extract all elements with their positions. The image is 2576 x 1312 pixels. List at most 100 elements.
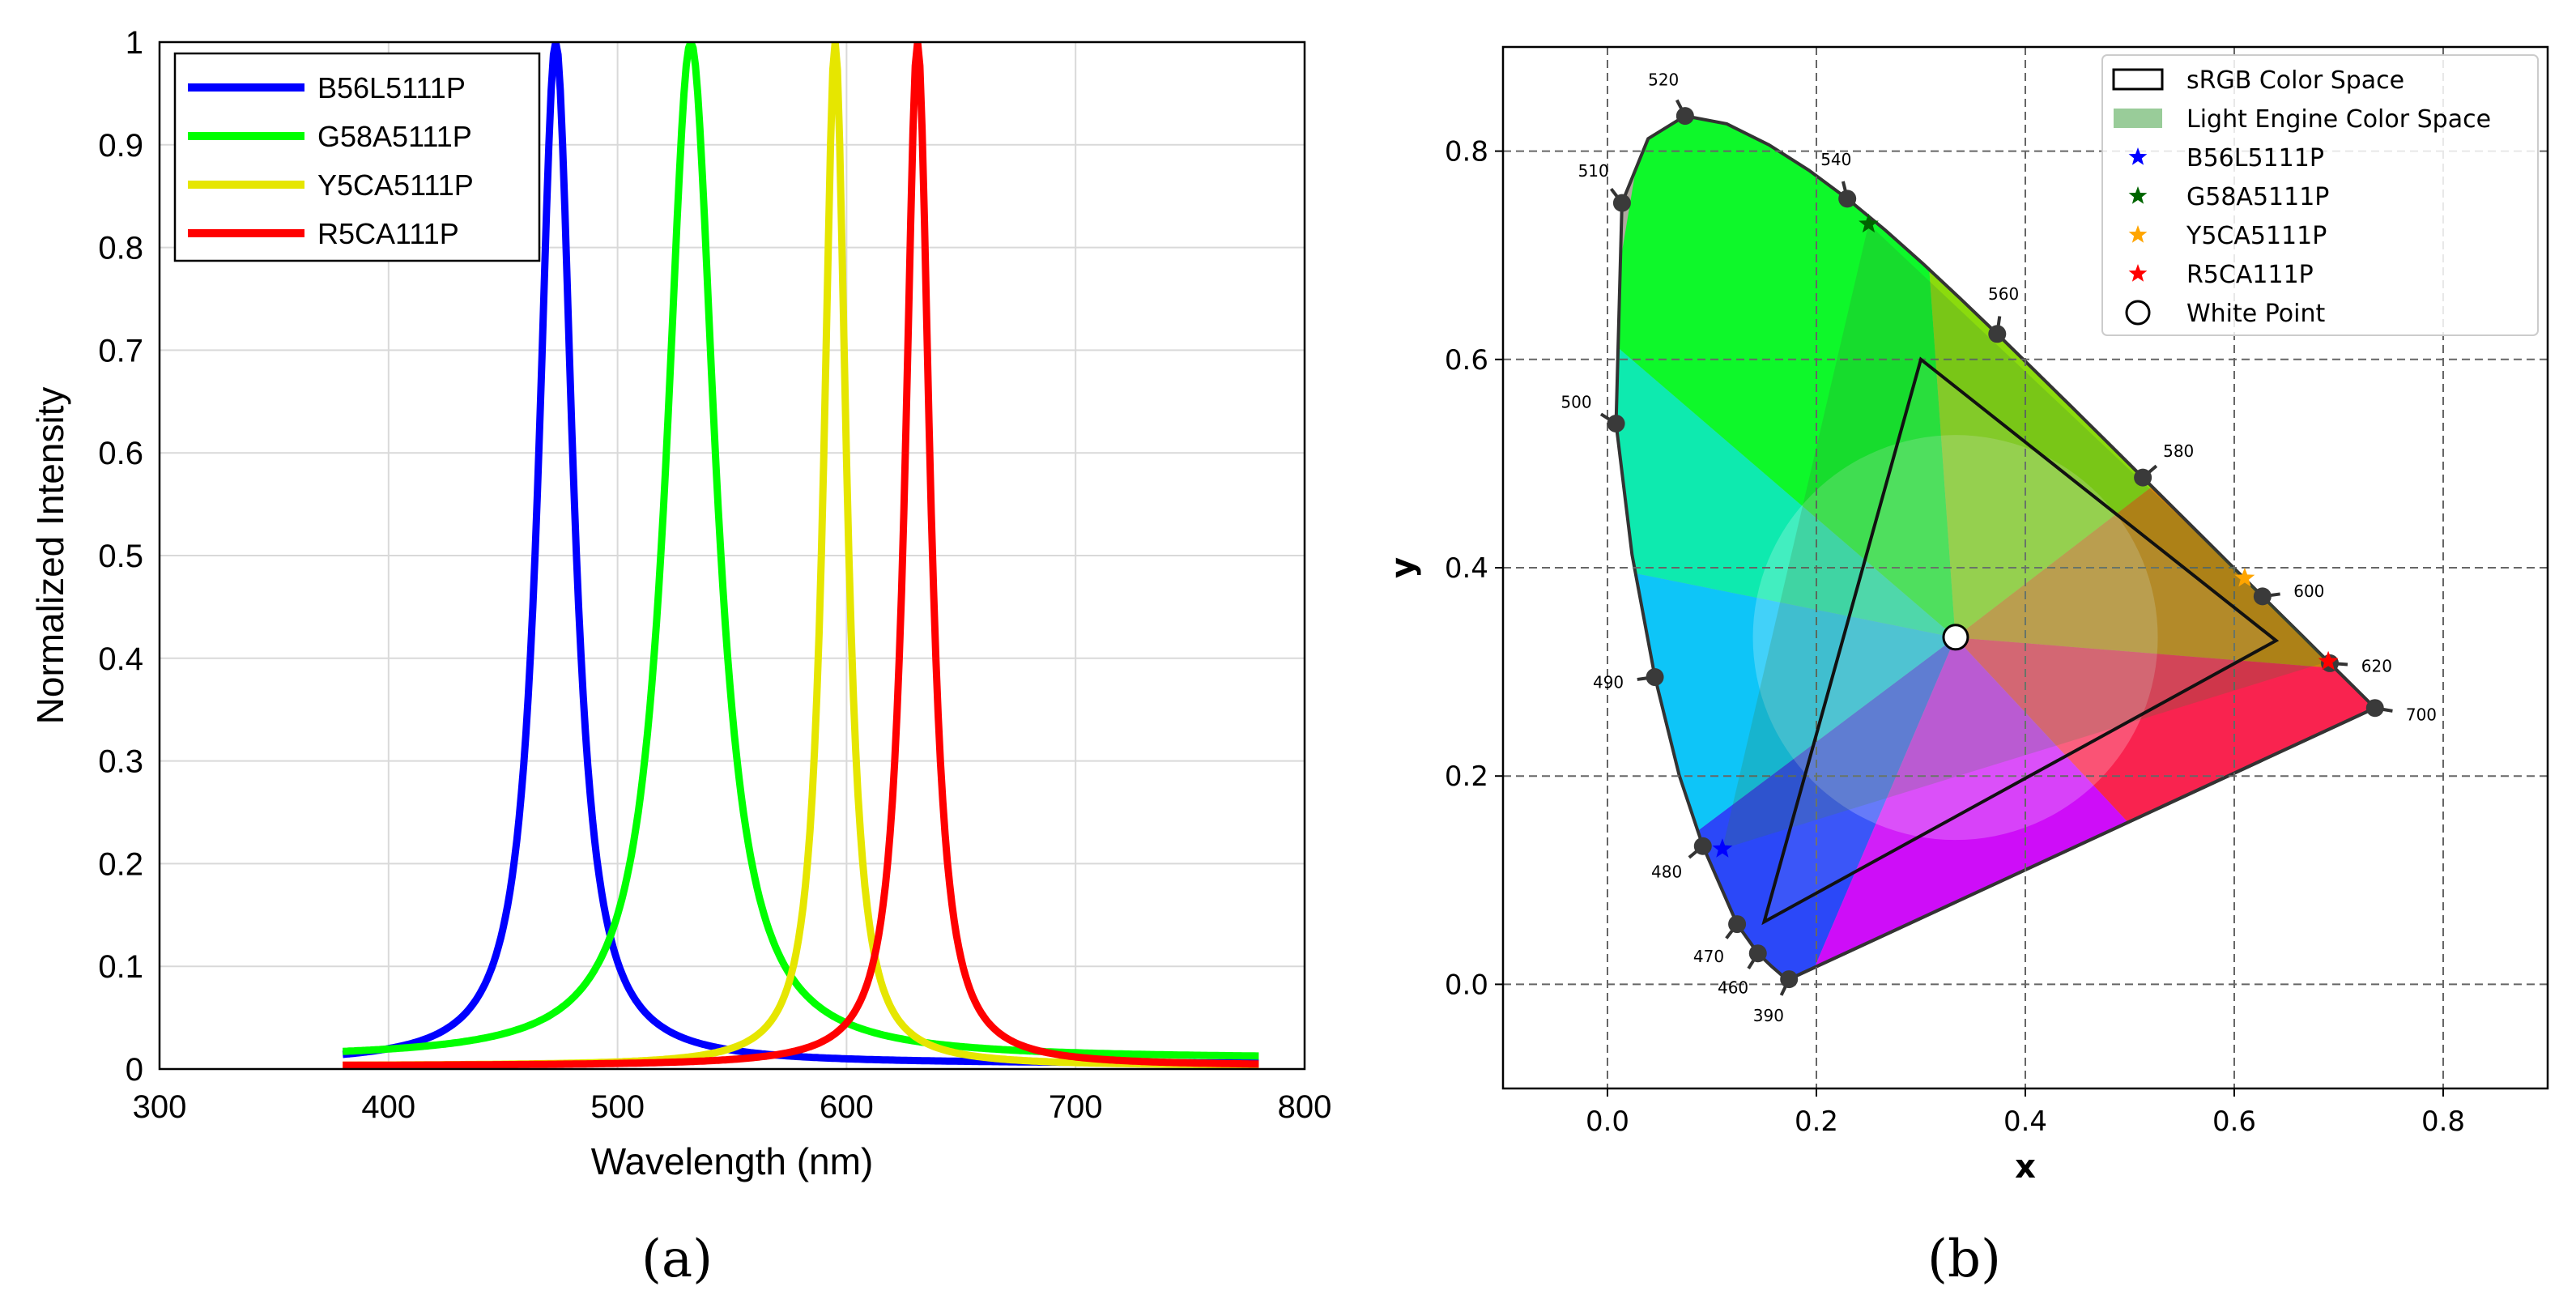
x-tick-label: 300 <box>133 1089 187 1125</box>
cie-y-tick-label: 0.2 <box>1445 760 1488 793</box>
led-point-R5CA111P <box>2318 650 2339 671</box>
cie-x-tick-label: 0.2 <box>1795 1105 1838 1138</box>
x-tick-label: 500 <box>590 1089 645 1125</box>
legend-star-R5CA111P <box>2128 264 2148 282</box>
cie-y-tick-label: 0.8 <box>1445 136 1488 168</box>
white-point-marker <box>1942 624 1969 651</box>
cie-x-tick-label: 0.8 <box>2421 1105 2465 1138</box>
wavelength-label-620: 620 <box>2361 656 2392 675</box>
spectrum-curves <box>341 42 1261 1069</box>
wavelength-marker-500 <box>1607 415 1625 433</box>
light-engine-polygon <box>1722 224 2329 850</box>
cie-overlays: 390 460 470 480 490 500 510 520 540 560 580 600 620 7… <box>1561 70 2437 1025</box>
y-tick-label: 0.4 <box>98 641 143 677</box>
legend-white-point <box>2125 300 2151 326</box>
purple-line <box>1788 706 2376 981</box>
y-tick-label: 0.2 <box>98 846 143 882</box>
wavelength-label-600: 600 <box>2293 581 2324 601</box>
wavelength-label-580: 580 <box>2163 441 2194 461</box>
spectrum-line-G58A5111P <box>341 42 1261 1060</box>
y-tick-label: 0.6 <box>98 436 143 471</box>
wavelength-marker-600 <box>2253 587 2272 606</box>
wavelength-label-490: 490 <box>1593 673 1624 692</box>
wavelength-marker-490 <box>1646 668 1664 687</box>
cie-region-aqua-green <box>1616 339 1956 638</box>
wavelength-label-460: 460 <box>1718 978 1748 998</box>
srgb-triangle <box>1761 356 2280 926</box>
wavelength-marker-520 <box>1675 107 1694 126</box>
cie-legend-label: G58A5111P <box>2186 183 2329 211</box>
wavelength-label-390: 390 <box>1753 1006 1784 1025</box>
wavelength-marker-480 <box>1693 837 1712 855</box>
cie-legend: sRGB Color Space Light Engine Color Space… <box>2101 54 2539 336</box>
cie-tick-labels: 0.0 0.2 0.4 0.6 0.8 0.0 0.2 0.4 0.6 0.8 <box>1445 136 2465 1138</box>
y-tick-label: 0 <box>126 1052 143 1088</box>
x-tick-label: 600 <box>820 1089 874 1125</box>
y-tick-label: 0.5 <box>98 539 143 574</box>
cie-x-tick-label: 0.4 <box>2003 1105 2047 1138</box>
cie-y-tick-label: 0.0 <box>1445 969 1488 1001</box>
cie-chart: 390 460 470 480 490 500 510 520 540 560 580 600 620 7… <box>1385 45 2549 1186</box>
legend-label-G58A5111P: G58A5111P <box>317 120 472 153</box>
wavelength-label-520: 520 <box>1648 70 1679 90</box>
x-tick-label: 700 <box>1049 1089 1103 1125</box>
wavelength-marker-510 <box>1612 194 1631 212</box>
cie-legend-label: sRGB Color Space <box>2186 66 2404 95</box>
wavelength-label-470: 470 <box>1693 947 1724 966</box>
cie-legend-label: Light Engine Color Space <box>2186 105 2491 134</box>
cie-x-tick-label: 0.6 <box>2212 1105 2256 1138</box>
spectrum-legend: B56L5111P G58A5111P Y5CA5111P R5CA111P <box>173 52 541 262</box>
led-point-Y5CA5111P <box>2234 567 2255 587</box>
y-tick-label: 1 <box>126 25 143 61</box>
cie-legend-label: R5CA111P <box>2186 261 2314 289</box>
legend-swatch-light-engine <box>2114 109 2162 128</box>
wavelength-marker-470 <box>1728 915 1747 934</box>
y-tick-label: 0.1 <box>98 949 143 985</box>
spectrum-line-R5CA111P <box>341 42 1261 1069</box>
x-tick-label: 400 <box>361 1089 415 1125</box>
cie-y-tick-label: 0.4 <box>1445 552 1488 585</box>
cie-x-axis-label: x <box>2015 1148 2036 1186</box>
cie-y-tick-label: 0.6 <box>1445 344 1488 377</box>
legend-swatch-srgb <box>2112 68 2164 91</box>
cie-x-tick-label: 0.0 <box>1586 1105 1629 1138</box>
legend-label-Y5CA5111P: Y5CA5111P <box>317 168 474 202</box>
legend-label-R5CA111P: R5CA111P <box>317 217 459 250</box>
cie-legend-box <box>2101 54 2539 336</box>
spectrum-y-axis-label: Normalized Intensity <box>29 387 71 725</box>
spectrum-x-axis-label: Wavelength (nm) <box>591 1140 874 1182</box>
panel-label-b: (b) <box>1927 1229 2001 1289</box>
y-tick-label: 0.9 <box>98 128 143 164</box>
legend-star-Y5CA5111P <box>2128 225 2148 243</box>
x-tick-label: 800 <box>1278 1089 1332 1125</box>
panel-label-a: (a) <box>641 1229 713 1289</box>
wavelength-marker-390 <box>1780 970 1799 989</box>
y-tick-label: 0.3 <box>98 744 143 780</box>
wavelength-marker-460 <box>1748 944 1767 963</box>
spectrum-plot-frame <box>158 40 1306 1071</box>
led-point-B56L5111P <box>1712 838 1733 858</box>
cie-region-red <box>1955 637 2375 880</box>
wavelength-label-560: 560 <box>1988 284 2019 304</box>
cie-legend-label: Y5CA5111P <box>2186 222 2327 250</box>
led-point-G58A5111P <box>1859 213 1879 233</box>
wavelength-marker-560 <box>1988 325 2007 343</box>
wavelength-label-510: 510 <box>1578 161 1609 181</box>
legend-star-B56L5111P <box>2128 147 2148 165</box>
spectrum-chart: 300 400 500 600 700 800 0 0.1 0.2 0.3 0.4 0.5 0.6 0.7… <box>29 25 1331 1182</box>
wavelength-label-480: 480 <box>1651 863 1682 882</box>
cie-legend-label: White Point <box>2186 300 2325 328</box>
wavelength-marker-540 <box>1838 190 1857 208</box>
wavelength-marker-700 <box>2365 699 2384 718</box>
y-tick-label: 0.7 <box>98 333 143 368</box>
wavelength-label-700: 700 <box>2406 705 2437 725</box>
legend-label-B56L5111P: B56L5111P <box>317 71 466 104</box>
wavelength-label-500: 500 <box>1561 392 1591 411</box>
spectrum-tick-labels: 300 400 500 600 700 800 0 0.1 0.2 0.3 0.4 0.5 0.6 0.7… <box>98 25 1331 1125</box>
legend-star-G58A5111P <box>2128 186 2148 204</box>
cie-y-axis-label: y <box>1385 557 1422 578</box>
y-tick-label: 0.8 <box>98 231 143 266</box>
wavelength-label-540: 540 <box>1820 150 1851 169</box>
wavelength-marker-580 <box>2134 468 2152 487</box>
